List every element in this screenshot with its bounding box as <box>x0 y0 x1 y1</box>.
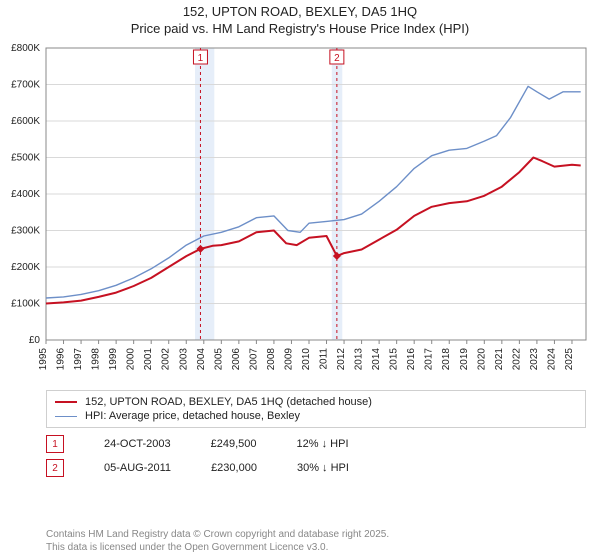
svg-text:2005: 2005 <box>213 348 224 371</box>
svg-text:2006: 2006 <box>231 348 242 371</box>
svg-text:2003: 2003 <box>178 348 189 371</box>
chart-title: 152, UPTON ROAD, BEXLEY, DA5 1HQ Price p… <box>0 0 600 38</box>
legend-label: 152, UPTON ROAD, BEXLEY, DA5 1HQ (detach… <box>85 396 372 408</box>
svg-text:2020: 2020 <box>476 348 487 371</box>
svg-text:2008: 2008 <box>266 348 277 371</box>
svg-text:1997: 1997 <box>73 348 84 371</box>
svg-text:2021: 2021 <box>494 348 505 371</box>
svg-text:£400K: £400K <box>11 189 40 200</box>
legend-item: HPI: Average price, detached house, Bexl… <box>55 409 577 423</box>
svg-text:2016: 2016 <box>406 348 417 371</box>
svg-text:2012: 2012 <box>336 348 347 371</box>
marker-delta: 30% ↓ HPI <box>297 462 349 474</box>
svg-text:2002: 2002 <box>161 348 172 371</box>
svg-text:£800K: £800K <box>11 43 40 54</box>
footer-attribution: Contains HM Land Registry data © Crown c… <box>46 528 586 554</box>
svg-text:£200K: £200K <box>11 262 40 273</box>
svg-text:2022: 2022 <box>511 348 522 371</box>
chart-area: 1219951996199719981999200020012002200320… <box>46 48 586 380</box>
legend-swatch-icon <box>55 416 77 417</box>
marker-badge: 1 <box>46 435 64 453</box>
marker-price: £249,500 <box>211 438 257 450</box>
title-line-1: 152, UPTON ROAD, BEXLEY, DA5 1HQ <box>0 4 600 21</box>
marker-date: 24-OCT-2003 <box>104 438 171 450</box>
svg-text:£300K: £300K <box>11 226 40 237</box>
title-line-2: Price paid vs. HM Land Registry's House … <box>0 21 600 38</box>
svg-text:1996: 1996 <box>56 348 67 371</box>
svg-text:£700K: £700K <box>11 80 40 91</box>
svg-text:2018: 2018 <box>441 348 452 371</box>
svg-text:2010: 2010 <box>301 348 312 371</box>
svg-text:2000: 2000 <box>126 348 137 371</box>
svg-text:2001: 2001 <box>143 348 154 371</box>
svg-text:2025: 2025 <box>564 348 575 371</box>
marker-row: 1 24-OCT-2003 £249,500 12% ↓ HPI <box>46 432 586 456</box>
legend: 152, UPTON ROAD, BEXLEY, DA5 1HQ (detach… <box>46 390 586 428</box>
svg-text:£0: £0 <box>29 335 41 346</box>
svg-text:£600K: £600K <box>11 116 40 127</box>
marker-date: 05-AUG-2011 <box>104 462 171 474</box>
footer-line-2: This data is licensed under the Open Gov… <box>46 541 586 554</box>
svg-text:2009: 2009 <box>283 348 294 371</box>
svg-text:2024: 2024 <box>546 348 557 371</box>
footer-line-1: Contains HM Land Registry data © Crown c… <box>46 528 586 541</box>
svg-text:1998: 1998 <box>91 348 102 371</box>
svg-text:2007: 2007 <box>248 348 259 371</box>
marker-row: 2 05-AUG-2011 £230,000 30% ↓ HPI <box>46 456 586 480</box>
legend-swatch-icon <box>55 401 77 403</box>
svg-text:1: 1 <box>198 53 204 64</box>
marker-table: 1 24-OCT-2003 £249,500 12% ↓ HPI 2 05-AU… <box>46 432 586 480</box>
marker-price: £230,000 <box>211 462 257 474</box>
marker-delta: 12% ↓ HPI <box>297 438 349 450</box>
svg-text:£500K: £500K <box>11 153 40 164</box>
svg-text:1999: 1999 <box>108 348 119 371</box>
svg-text:£100K: £100K <box>11 299 40 310</box>
legend-item: 152, UPTON ROAD, BEXLEY, DA5 1HQ (detach… <box>55 395 577 409</box>
legend-label: HPI: Average price, detached house, Bexl… <box>85 410 300 422</box>
svg-text:2: 2 <box>334 53 340 64</box>
svg-text:2014: 2014 <box>371 348 382 371</box>
svg-text:2004: 2004 <box>196 348 207 371</box>
svg-text:2015: 2015 <box>389 348 400 371</box>
marker-badge: 2 <box>46 459 64 477</box>
svg-text:2013: 2013 <box>354 348 365 371</box>
svg-text:2011: 2011 <box>319 348 330 370</box>
svg-text:2023: 2023 <box>529 348 540 371</box>
chart-svg: 1219951996199719981999200020012002200320… <box>46 48 586 380</box>
svg-text:2019: 2019 <box>459 348 470 371</box>
svg-text:1995: 1995 <box>38 348 49 371</box>
svg-text:2017: 2017 <box>424 348 435 371</box>
